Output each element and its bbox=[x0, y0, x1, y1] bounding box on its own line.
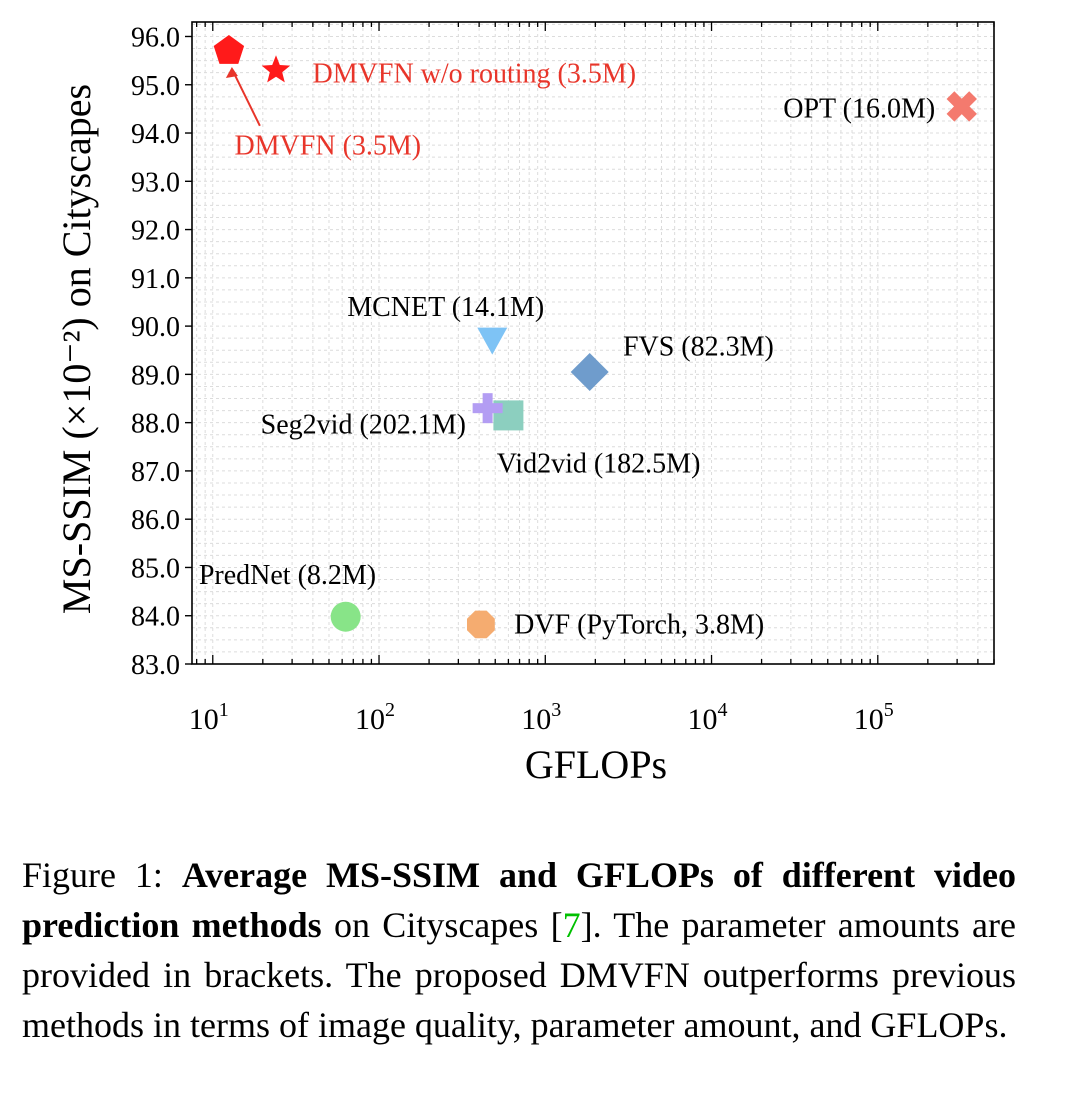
fvs-marker bbox=[570, 352, 609, 391]
opt-marker bbox=[946, 91, 977, 122]
caption-prefix: Figure 1: bbox=[22, 855, 182, 895]
dmvfn-label: DMVFN (3.5M) bbox=[234, 131, 421, 162]
figure-caption: Figure 1: Average MS-SSIM and GFLOPs of … bbox=[22, 850, 1016, 1050]
y-tick-label: 94.0 bbox=[131, 119, 180, 150]
y-tick-label: 89.0 bbox=[131, 360, 180, 391]
y-tick-label: 83.0 bbox=[131, 650, 180, 681]
seg2vid-label: Seg2vid (202.1M) bbox=[261, 410, 466, 441]
dmvfn-no-routing-marker bbox=[261, 55, 291, 83]
plot-frame bbox=[191, 21, 995, 665]
x-axis-label: GFLOPs bbox=[525, 742, 667, 787]
dmvfn-marker bbox=[213, 35, 245, 64]
grid bbox=[192, 22, 995, 665]
dmvfn-arrowhead bbox=[225, 66, 238, 78]
y-tick-label: 96.0 bbox=[131, 22, 180, 53]
y-tick-label: 90.0 bbox=[131, 312, 180, 343]
y-tick-label: 93.0 bbox=[131, 167, 180, 198]
ms-ssim-vs-gflops-chart: 83.0 84.0 85.0 86.0 87.0 88.0 89.0 90.0 91.0 92.0… bbox=[54, 21, 995, 787]
mcnet-marker bbox=[477, 327, 508, 355]
seg2vid-marker bbox=[472, 393, 503, 424]
y-tick-label: 95.0 bbox=[131, 71, 180, 102]
axes: 83.0 84.0 85.0 86.0 87.0 88.0 89.0 90.0 91.0 92.0… bbox=[131, 22, 995, 736]
x-tick-label: 101 bbox=[189, 699, 229, 736]
y-tick-label: 92.0 bbox=[131, 216, 180, 247]
dvf-marker bbox=[467, 610, 495, 639]
prednet-label: PredNet (8.2M) bbox=[199, 560, 376, 591]
caption-middle: on Cityscapes [ bbox=[321, 905, 563, 945]
caption-bold: Average MS-SSIM and GFLOPs of different … bbox=[22, 855, 1016, 945]
y-tick-label: 91.0 bbox=[131, 264, 180, 295]
citation-link[interactable]: 7 bbox=[562, 905, 581, 945]
y-axis-label: MS-SSIM (×10⁻²) on Cityscapes bbox=[54, 84, 99, 614]
fvs-label: FVS (82.3M) bbox=[623, 331, 774, 362]
y-tick-label: 86.0 bbox=[131, 505, 180, 536]
y-tick-label: 85.0 bbox=[131, 553, 180, 584]
y-tick-label: 87.0 bbox=[131, 457, 180, 488]
y-tick-label: 88.0 bbox=[131, 409, 180, 440]
y-tick-label: 84.0 bbox=[131, 602, 180, 633]
caption-rest: ]. The parameter amounts are provided in… bbox=[22, 905, 1016, 1045]
dmvfn-no-routing-label: DMVFN w/o routing (3.5M) bbox=[313, 59, 637, 90]
x-tick-label: 103 bbox=[521, 699, 561, 736]
dmvfn-arrow bbox=[231, 70, 261, 127]
opt-label: OPT (16.0M) bbox=[783, 93, 935, 124]
x-tick-label: 104 bbox=[688, 699, 728, 736]
vid2vid-label: Vid2vid (182.5M) bbox=[497, 449, 701, 480]
prednet-marker bbox=[330, 601, 361, 632]
mcnet-label: MCNET (14.1M) bbox=[347, 292, 544, 323]
x-tick-label: 105 bbox=[854, 699, 894, 736]
dvf-label: DVF (PyTorch, 3.8M) bbox=[514, 609, 764, 640]
x-tick-label: 102 bbox=[355, 699, 395, 736]
data-points: DMVFN (3.5M) DMVFN w/o routing (3.5M) OPT … bbox=[199, 35, 977, 640]
